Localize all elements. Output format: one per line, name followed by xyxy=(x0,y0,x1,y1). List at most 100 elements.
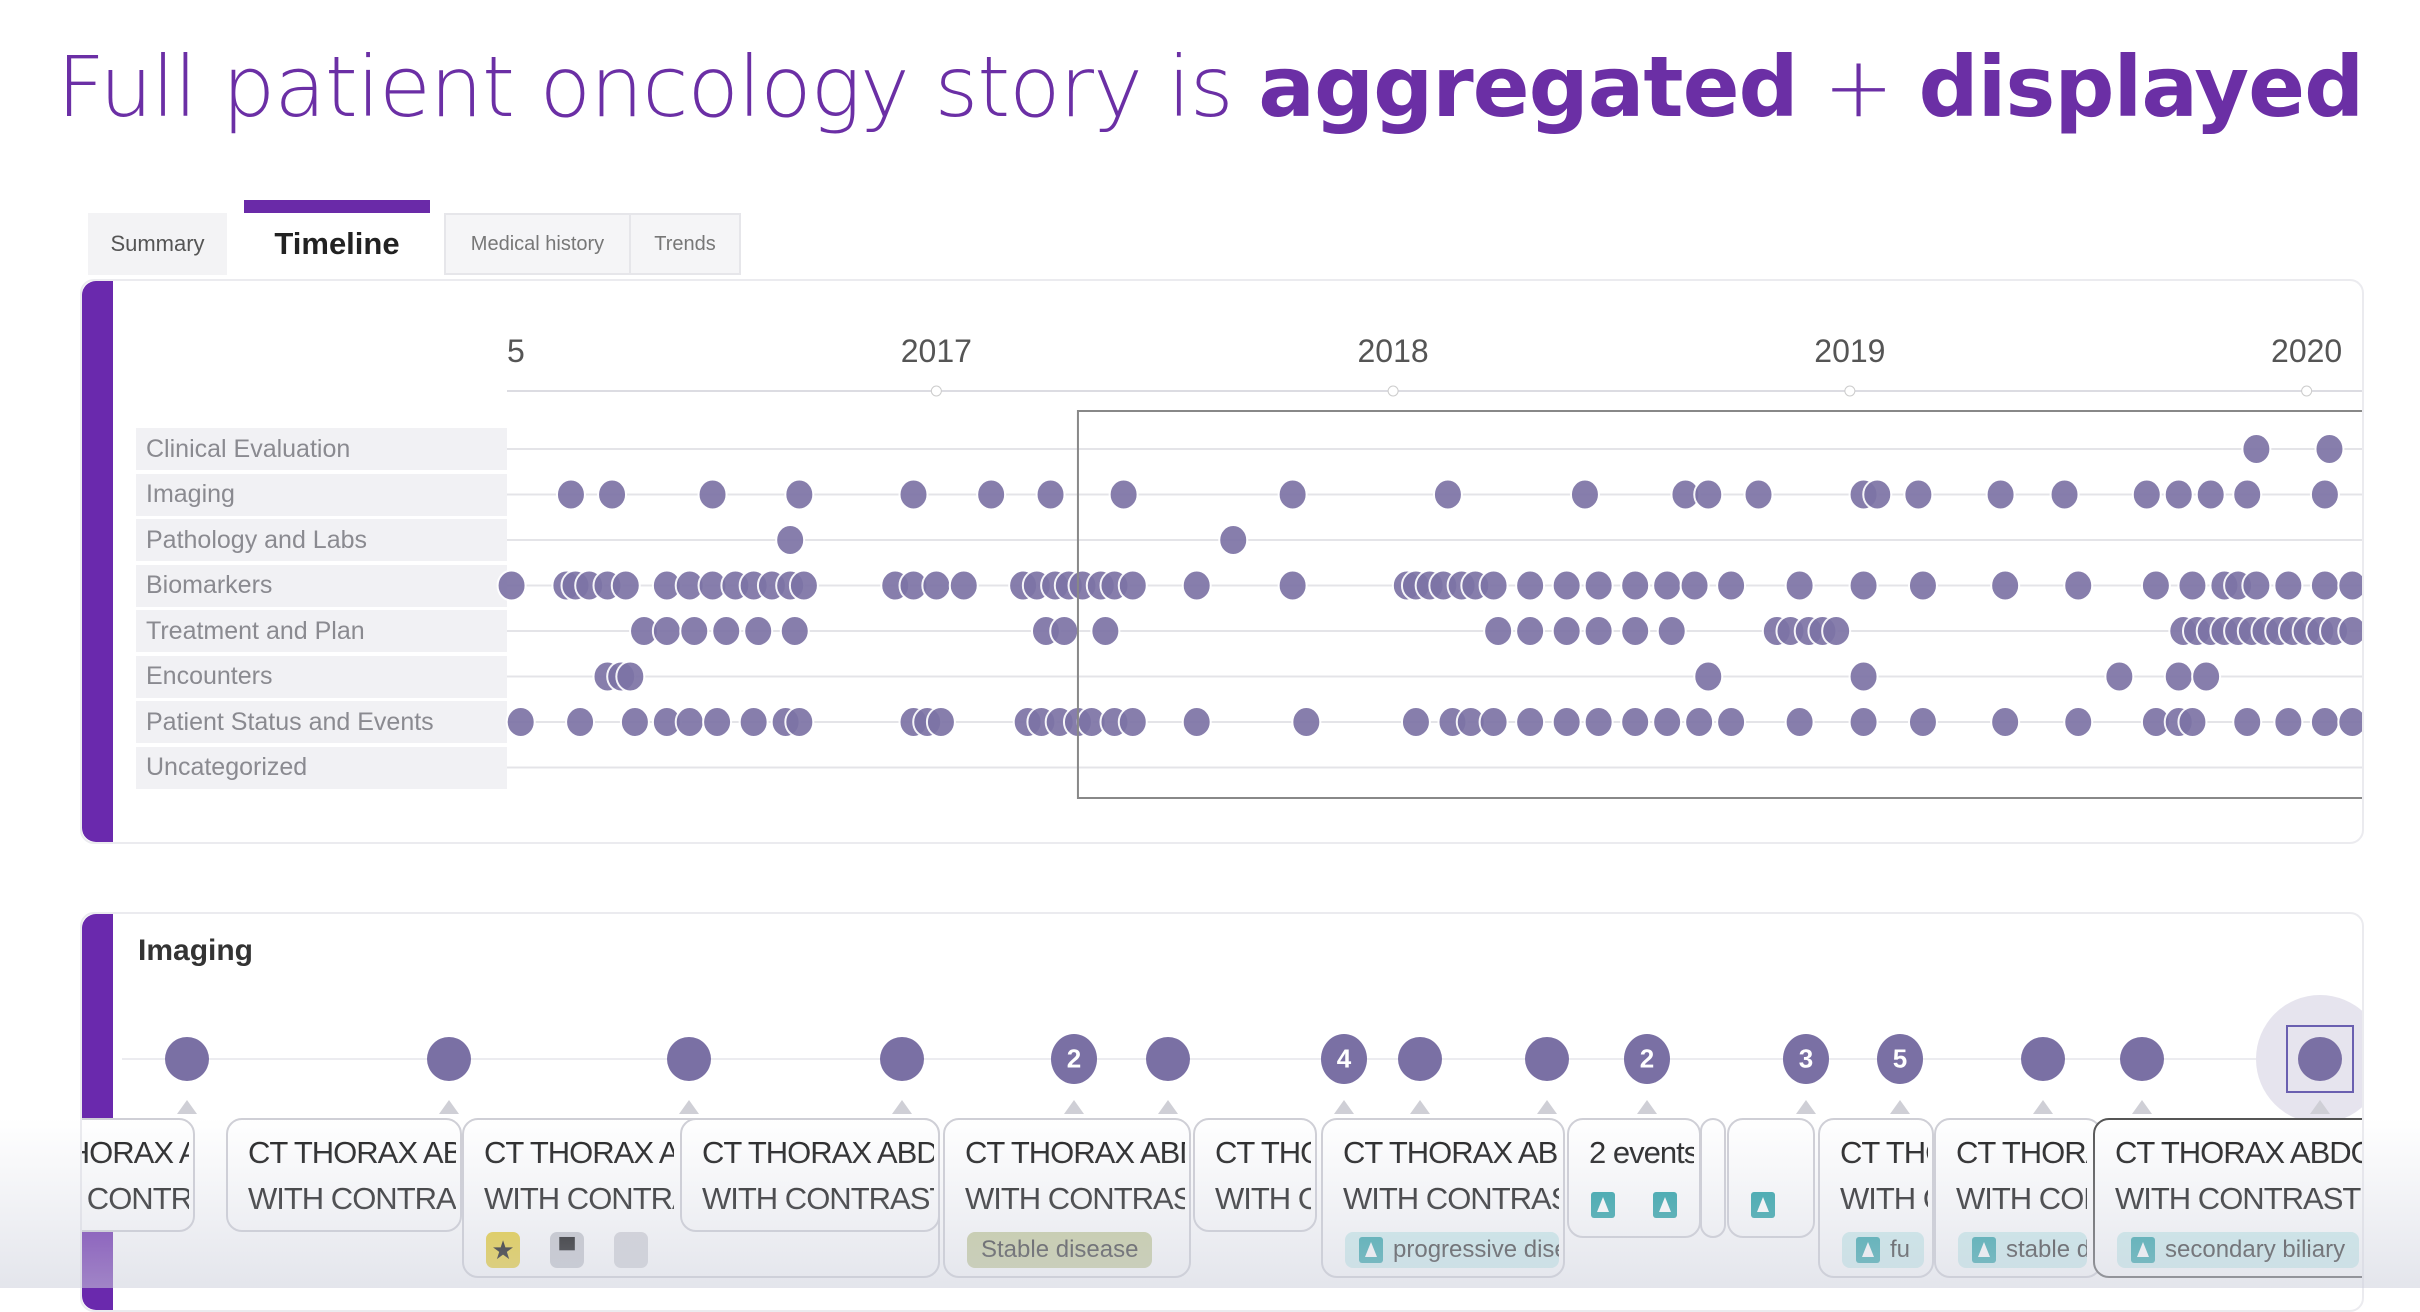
ai-insight-icon[interactable] xyxy=(1751,1192,1775,1218)
event-dot[interactable] xyxy=(1583,569,1614,602)
event-dot[interactable] xyxy=(1291,706,1322,738)
ai-insight-icon[interactable] xyxy=(1653,1192,1677,1218)
event-dot[interactable] xyxy=(2241,433,2272,465)
event-dot[interactable] xyxy=(1218,524,1249,556)
event-dot[interactable] xyxy=(2104,660,2135,693)
finding-tag[interactable]: progressive disease xyxy=(1345,1232,1559,1268)
event-dot[interactable] xyxy=(779,615,810,647)
event-dot[interactable] xyxy=(2063,706,2094,738)
event-dot[interactable] xyxy=(2314,433,2345,465)
timeline-chart[interactable] xyxy=(82,281,2364,844)
event-dot[interactable] xyxy=(1035,478,1066,511)
event-dot[interactable] xyxy=(1049,615,1080,647)
event-dot[interactable] xyxy=(1181,706,1212,738)
event-dot[interactable] xyxy=(1551,569,1582,602)
event-dot[interactable] xyxy=(1515,706,1546,738)
imaging-event-card[interactable]: CT THORAX ABDOMEN WITH CONTRAST xyxy=(1193,1118,1317,1232)
imaging-event-card[interactable]: CT THORAX ABDOMEN WITH CONTRAST xyxy=(82,1118,195,1232)
imaging-event-card[interactable] xyxy=(1700,1118,1726,1238)
imaging-event-dot[interactable] xyxy=(880,1037,924,1081)
event-dot[interactable] xyxy=(2309,706,2340,738)
event-dot[interactable] xyxy=(597,478,628,511)
finding-tag[interactable]: secondary biliary xyxy=(2117,1232,2360,1268)
imaging-event-card[interactable]: CT THORAX ABDOMEN WITH CONTRAST secondary … xyxy=(2093,1118,2362,1278)
tab-trends[interactable]: Trends xyxy=(629,213,741,275)
imaging-event-card[interactable] xyxy=(1727,1118,1815,1238)
comment-icon[interactable]: ▀ xyxy=(550,1232,584,1268)
imaging-event-dot[interactable] xyxy=(2021,1037,2065,1081)
imaging-event-card[interactable]: CT THORAX ABDOMEN WITH CONTRAST stable dis… xyxy=(1934,1118,2102,1278)
event-dot[interactable] xyxy=(711,615,742,647)
imaging-event-dot[interactable] xyxy=(667,1037,711,1081)
imaging-event-dot[interactable] xyxy=(1146,1037,1190,1081)
event-dot[interactable] xyxy=(784,478,815,511)
event-dot[interactable] xyxy=(898,478,929,511)
event-dot[interactable] xyxy=(2241,569,2272,602)
imaging-event-dot[interactable] xyxy=(1624,1034,1670,1084)
imaging-event-dot[interactable] xyxy=(1525,1037,1569,1081)
event-dot[interactable] xyxy=(1551,615,1582,647)
event-dot[interactable] xyxy=(1907,706,1938,738)
event-dot[interactable] xyxy=(610,569,641,602)
event-dot[interactable] xyxy=(925,706,956,738)
imaging-event-dot[interactable] xyxy=(1877,1034,1923,1084)
event-dot[interactable] xyxy=(1277,478,1308,511)
imaging-event-dot[interactable] xyxy=(2298,1037,2342,1081)
event-dot[interactable] xyxy=(555,478,586,511)
event-dot[interactable] xyxy=(1990,569,2021,602)
event-dot[interactable] xyxy=(1583,615,1614,647)
event-dot[interactable] xyxy=(2309,478,2340,511)
event-dot[interactable] xyxy=(1652,569,1683,602)
event-dot[interactable] xyxy=(1583,706,1614,738)
event-dot[interactable] xyxy=(2177,706,2208,738)
event-dot[interactable] xyxy=(2163,478,2194,511)
event-dot[interactable] xyxy=(1652,706,1683,738)
event-dot[interactable] xyxy=(2273,569,2304,602)
event-dot[interactable] xyxy=(1862,478,1893,511)
event-dot[interactable] xyxy=(1990,706,2021,738)
imaging-event-dot[interactable] xyxy=(2120,1037,2164,1081)
event-dot[interactable] xyxy=(1903,478,1934,511)
event-dot[interactable] xyxy=(2163,660,2194,693)
event-dot[interactable] xyxy=(1684,706,1715,738)
tab-medical-history[interactable]: Medical history xyxy=(444,213,631,275)
event-dot[interactable] xyxy=(1784,569,1815,602)
event-dot[interactable] xyxy=(702,706,733,738)
event-dot[interactable] xyxy=(784,706,815,738)
event-dot[interactable] xyxy=(1277,569,1308,602)
event-dot[interactable] xyxy=(1483,615,1514,647)
event-dot[interactable] xyxy=(921,569,952,602)
event-dot[interactable] xyxy=(565,706,596,738)
event-dot[interactable] xyxy=(2337,569,2364,602)
event-dot[interactable] xyxy=(775,524,806,556)
event-dot[interactable] xyxy=(1693,660,1724,693)
imaging-event-card[interactable]: CT THORAX ABDOMEN WITH CONTRAST progressiv… xyxy=(1321,1118,1565,1278)
event-dot[interactable] xyxy=(1515,569,1546,602)
event-dot[interactable] xyxy=(505,706,536,738)
event-dot[interactable] xyxy=(1108,478,1139,511)
event-dot[interactable] xyxy=(1432,478,1463,511)
event-dot[interactable] xyxy=(743,615,774,647)
event-dot[interactable] xyxy=(2177,569,2208,602)
event-dot[interactable] xyxy=(2337,615,2364,647)
event-dot[interactable] xyxy=(1716,706,1747,738)
event-dot[interactable] xyxy=(1090,615,1121,647)
imaging-event-dot[interactable] xyxy=(1783,1034,1829,1084)
event-dot[interactable] xyxy=(976,478,1007,511)
event-dot[interactable] xyxy=(496,569,527,602)
event-dot[interactable] xyxy=(738,706,769,738)
event-dot[interactable] xyxy=(2049,478,2080,511)
imaging-event-card[interactable]: CT THORAX ABDOMEN WITH CONTRAST xyxy=(226,1118,462,1232)
blank-icon[interactable] xyxy=(614,1232,648,1268)
event-dot[interactable] xyxy=(2232,478,2263,511)
event-dot[interactable] xyxy=(1716,569,1747,602)
event-dot[interactable] xyxy=(1400,706,1431,738)
event-dot[interactable] xyxy=(948,569,979,602)
event-dot[interactable] xyxy=(1784,706,1815,738)
event-dot[interactable] xyxy=(1569,478,1600,511)
event-dot[interactable] xyxy=(2191,660,2222,693)
tab-summary[interactable]: Summary xyxy=(88,213,227,275)
brush-selection[interactable] xyxy=(1076,410,2364,799)
imaging-event-dot[interactable] xyxy=(1398,1037,1442,1081)
event-dot[interactable] xyxy=(2309,569,2340,602)
